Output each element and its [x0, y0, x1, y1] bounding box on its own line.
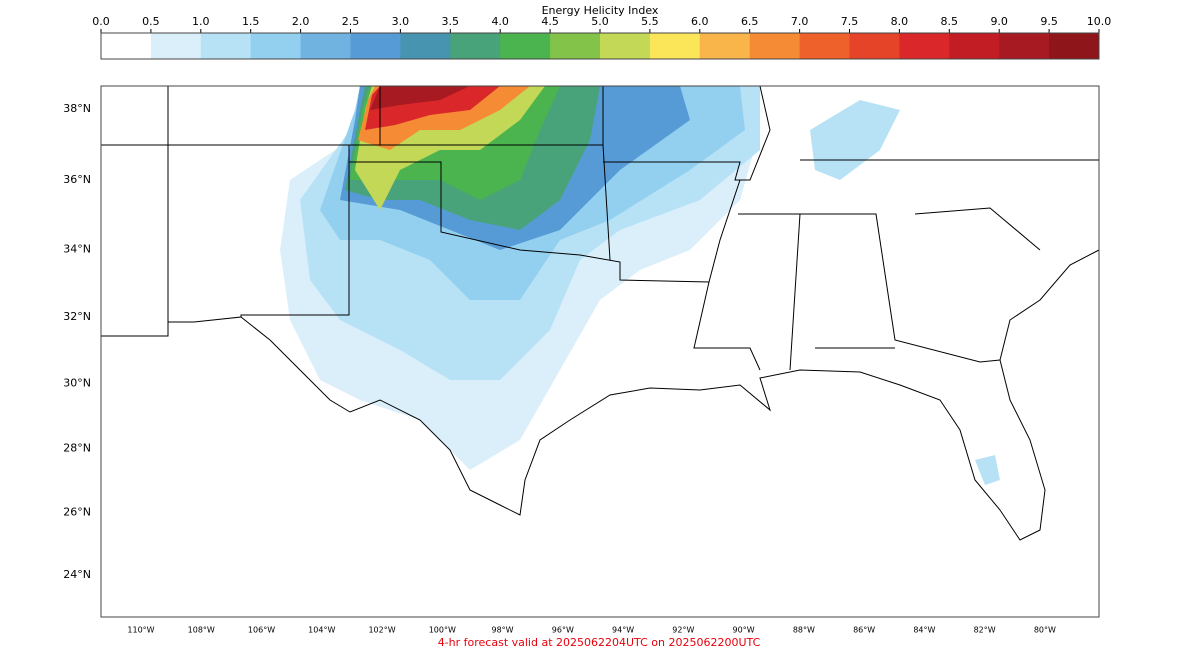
- lon-label: 100°W: [429, 626, 456, 635]
- lon-labels: 110°W 108°W 106°W 104°W 102°W 100°W 98°W 96°W 94…: [127, 626, 1056, 635]
- coastline: [240, 249, 1099, 541]
- map-frame: [100, 85, 1100, 618]
- colorbar-tick-label: 5.0: [591, 15, 609, 28]
- colorbar-swatch: [350, 33, 401, 59]
- lat-label: 32°N: [63, 310, 91, 323]
- lat-label: 28°N: [63, 442, 91, 455]
- colorbar-tick-label: 3.0: [392, 15, 410, 28]
- lon-label: 102°W: [368, 626, 395, 635]
- colorbar-tick-label: 9.0: [990, 15, 1008, 28]
- colorbar-tick-label: 4.0: [491, 15, 509, 28]
- colorbar-tick-label: 2.0: [292, 15, 310, 28]
- colorbar-swatch: [300, 33, 351, 59]
- colorbar-tick-label: 4.5: [541, 15, 559, 28]
- colorbar-tick-label: 1.0: [192, 15, 210, 28]
- colorbar-tick-label: 0.0: [92, 15, 110, 28]
- colorbar-tick-label: 0.5: [142, 15, 160, 28]
- lon-label: 110°W: [127, 626, 154, 635]
- lon-label: 104°W: [308, 626, 335, 635]
- colorbar-swatch: [550, 33, 601, 59]
- lat-label: 30°N: [63, 377, 91, 390]
- lon-label: 80°W: [1034, 626, 1056, 635]
- state-line: [101, 86, 1099, 371]
- colorbar-swatch: [899, 33, 950, 59]
- lat-label: 38°N: [63, 102, 91, 115]
- colorbar: 0.0 0.5 1.0 1.5 2.0 2.5 3.0 3.5 4.0 4.5 5.0 5.5 6.0 6…: [92, 15, 1111, 59]
- colorbar-swatch: [400, 33, 451, 59]
- lon-label: 96°W: [552, 626, 574, 635]
- state-line: [101, 161, 761, 371]
- colorbar-swatch: [949, 33, 1000, 59]
- colorbar-tick-label: 3.5: [442, 15, 460, 28]
- lon-label: 98°W: [492, 626, 514, 635]
- field-patch: [810, 100, 900, 180]
- colorbar-swatch: [500, 33, 551, 59]
- map-field: [280, 86, 1000, 485]
- colorbar-swatch: [200, 33, 252, 59]
- colorbar-tick-label: 6.0: [691, 15, 709, 28]
- colorbar-swatch: [749, 33, 801, 59]
- lon-label: 92°W: [672, 626, 694, 635]
- colorbar-swatch: [150, 33, 202, 59]
- colorbar-tick-label: 2.5: [342, 15, 360, 28]
- lat-label: 24°N: [63, 568, 91, 581]
- colorbar-swatch: [600, 33, 651, 59]
- lon-label: 84°W: [913, 626, 935, 635]
- colorbar-tick-label: 5.5: [641, 15, 659, 28]
- colorbar-swatch: [250, 33, 302, 59]
- colorbar-tick-label: 9.5: [1040, 15, 1058, 28]
- caption: 4-hr forecast valid at 2025062204UTC on …: [438, 636, 761, 649]
- field-level-10: [370, 86, 470, 110]
- colorbar-tick-label: 1.5: [242, 15, 260, 28]
- lat-labels: 38°N 36°N 34°N 32°N 30°N 28°N 26°N 24°N: [63, 102, 91, 581]
- colorbar-tick-label: 6.5: [741, 15, 759, 28]
- lon-label: 88°W: [793, 626, 815, 635]
- borders: [101, 86, 1099, 541]
- lat-label: 36°N: [63, 173, 91, 186]
- lat-label: 26°N: [63, 505, 91, 518]
- colorbar-swatch: [450, 33, 501, 59]
- lon-label: 86°W: [853, 626, 875, 635]
- colorbar-tick-label: 8.0: [891, 15, 909, 28]
- lon-label: 106°W: [248, 626, 275, 635]
- colorbar-swatch: [799, 33, 850, 59]
- colorbar-title: Energy Helicity Index: [542, 4, 659, 17]
- colorbar-tick-label: 8.5: [941, 15, 959, 28]
- field-patch: [975, 455, 1000, 485]
- colorbar-tick-label: 7.5: [841, 15, 859, 28]
- colorbar-swatch: [1049, 33, 1100, 59]
- colorbar-tick-label: 10.0: [1087, 15, 1112, 28]
- lon-label: 108°W: [188, 626, 215, 635]
- colorbar-tick-label: 7.0: [791, 15, 809, 28]
- colorbar-frame: [100, 32, 1100, 60]
- colorbar-swatch: [849, 33, 900, 59]
- colorbar-swatch: [649, 33, 701, 59]
- lon-label: 90°W: [733, 626, 755, 635]
- colorbar-swatch: [999, 33, 1050, 59]
- lon-label: 94°W: [612, 626, 634, 635]
- lon-label: 82°W: [974, 626, 996, 635]
- lat-label: 34°N: [63, 242, 91, 255]
- colorbar-swatch: [699, 33, 751, 59]
- colorbar-swatch: [101, 33, 152, 59]
